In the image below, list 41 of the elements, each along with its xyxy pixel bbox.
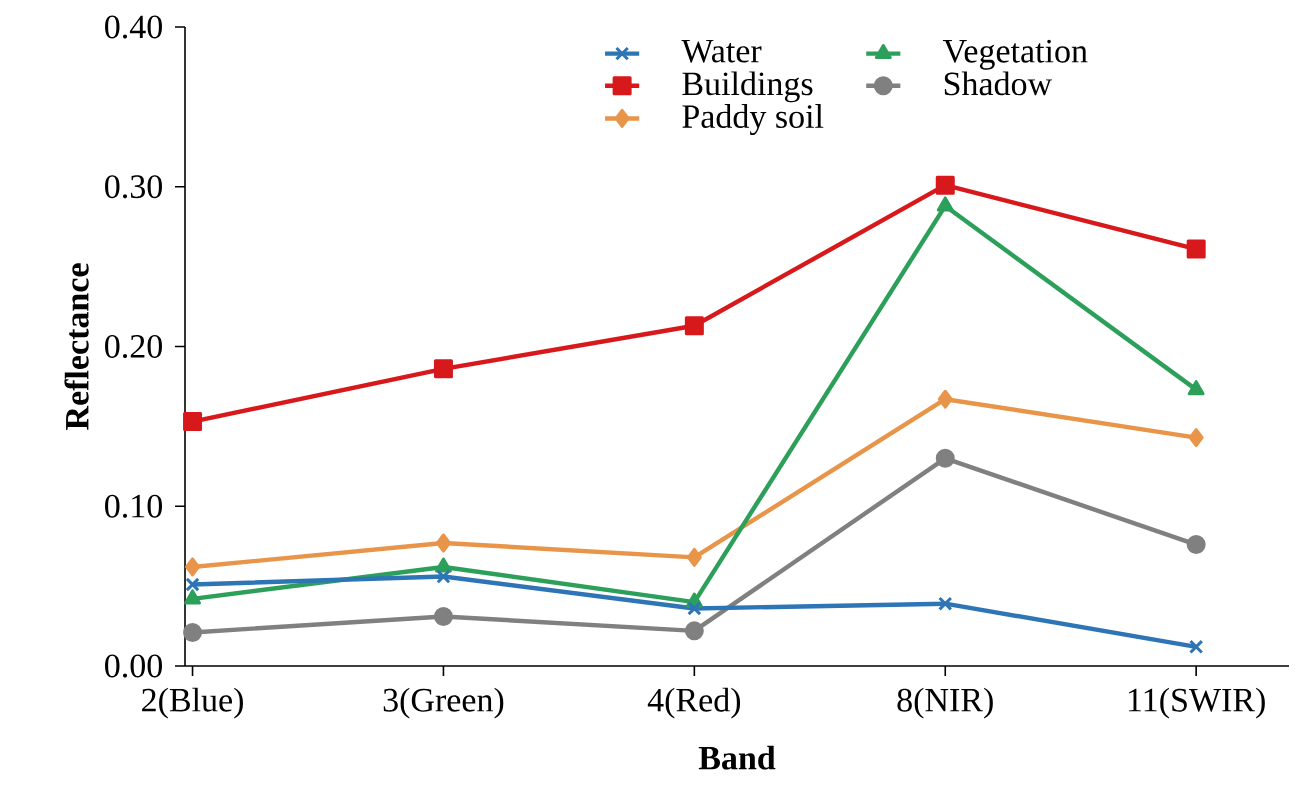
point <box>938 596 953 611</box>
point <box>435 557 452 573</box>
x-tick-label: 8(NIR) <box>897 687 993 719</box>
point <box>183 622 203 642</box>
x-tick-label: 2(Blue) <box>142 687 243 719</box>
y-tick-label: 0.40 <box>105 15 162 39</box>
point <box>935 448 955 468</box>
point <box>435 533 451 553</box>
y-tick-label: 0.20 <box>105 334 162 359</box>
point <box>433 359 453 379</box>
point <box>935 175 955 195</box>
x-axis-title: Band <box>698 745 776 770</box>
y-axis-title: Reflectance <box>64 263 89 430</box>
legend-label: Vegetation <box>942 39 1088 70</box>
point <box>184 589 201 605</box>
x-tick-label: 3(Green) <box>383 687 504 719</box>
point <box>183 412 203 432</box>
point <box>1187 380 1205 396</box>
point <box>936 196 954 212</box>
point <box>686 547 702 567</box>
x-tick-label: 4(Red) <box>647 687 741 719</box>
point <box>185 557 201 577</box>
point <box>185 577 200 592</box>
point <box>937 389 953 409</box>
y-tick-label: 0.10 <box>105 494 162 518</box>
point <box>684 316 704 336</box>
y-tick-label: 0.00 <box>105 654 162 678</box>
point <box>684 621 704 641</box>
legend-label: Paddy soil <box>682 104 824 136</box>
point <box>1186 239 1206 259</box>
point <box>1186 535 1206 555</box>
point <box>1189 639 1204 654</box>
point <box>1188 428 1204 448</box>
x-tick-label: 11(SWIR) <box>1128 687 1265 719</box>
point <box>433 606 453 626</box>
point <box>687 601 702 616</box>
y-tick-label: 0.30 <box>105 175 162 199</box>
legend-label: Water <box>681 39 762 63</box>
legend-label: Buildings <box>682 71 813 103</box>
legend-label: Shadow <box>944 71 1052 96</box>
point <box>436 569 451 584</box>
